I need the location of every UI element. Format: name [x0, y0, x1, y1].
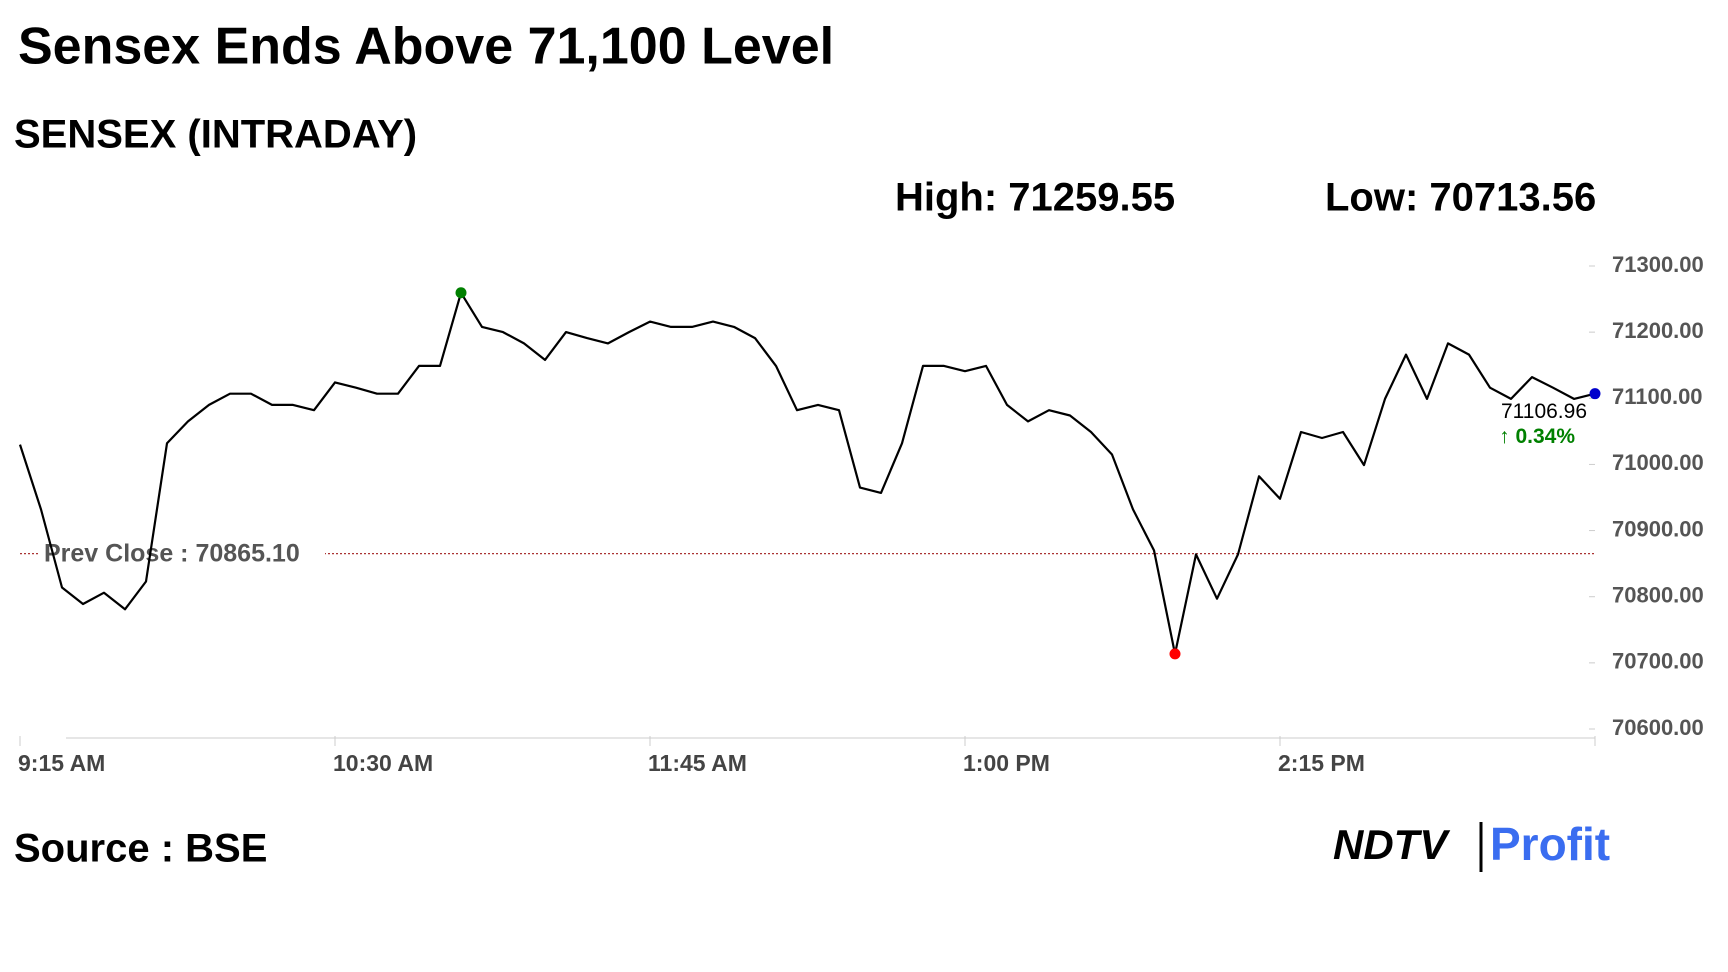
- low-marker: [1169, 648, 1181, 660]
- prev-close-label: Prev Close : 70865.10: [44, 539, 300, 567]
- y-tick-label: 70900.00: [1612, 516, 1704, 541]
- chart-subtitle: SENSEX (INTRADAY): [14, 113, 417, 157]
- y-tick-label: 70800.00: [1612, 583, 1704, 608]
- y-tick-label: 71300.00: [1612, 252, 1704, 277]
- y-tick-label: 70700.00: [1612, 649, 1704, 674]
- y-tick-label: 71000.00: [1612, 450, 1704, 475]
- change-label: ↑ 0.34%: [1499, 425, 1575, 448]
- y-tick-label: 70600.00: [1612, 715, 1704, 740]
- x-tick-label: 1:00 PM: [963, 750, 1050, 776]
- y-tick-label: 71100.00: [1612, 384, 1703, 409]
- close-label: 71106.96: [1501, 400, 1587, 423]
- chart-title: Sensex Ends Above 71,100 Level: [18, 18, 834, 76]
- high-label: High: 71259.55: [895, 176, 1175, 220]
- x-tick-label: 2:15 PM: [1278, 750, 1365, 776]
- high-marker: [455, 287, 467, 299]
- source: Source : BSE: [14, 827, 267, 871]
- x-tick-label: 9:15 AM: [18, 750, 105, 776]
- x-tick-label: 11:45 AM: [648, 750, 747, 776]
- logo-ndtv: NDTV: [1333, 821, 1450, 868]
- low-label: Low: 70713.56: [1325, 176, 1596, 220]
- prev-close-bg: [40, 537, 325, 568]
- close-marker: [1589, 388, 1601, 400]
- price-line: [18, 291, 1596, 655]
- x-tick-label: 10:30 AM: [333, 750, 433, 776]
- y-tick-label: 71200.00: [1612, 318, 1704, 343]
- logo-profit: Profit: [1490, 818, 1610, 870]
